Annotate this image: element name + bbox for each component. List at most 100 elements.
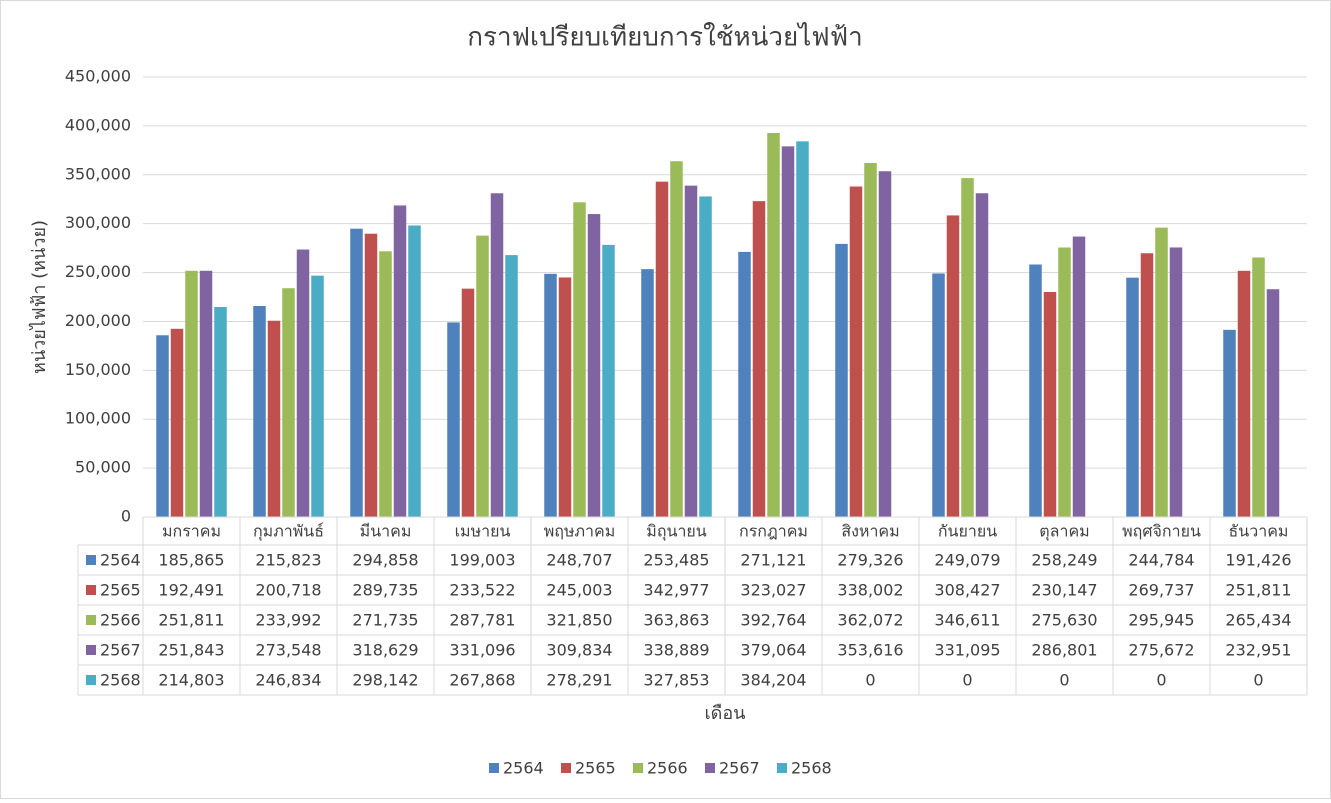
table-cell: 363,863 [643,611,709,630]
bar [752,201,766,518]
table-cell: 0 [1059,671,1069,690]
table-cell: 318,629 [352,641,418,660]
bar [684,185,698,518]
bar [1237,270,1251,517]
table-cell: 249,079 [934,551,1000,570]
bar [282,288,295,517]
table-cell: 233,992 [255,611,321,630]
bar [655,181,669,517]
legend-label: 2566 [647,759,688,778]
table-cell: 192,491 [158,581,224,600]
table-cell: 362,072 [837,611,903,630]
x-tick-label: กุมภาพันธ์ [253,522,324,542]
bar [311,275,324,517]
legend-key [705,763,715,773]
y-tick-label: 150,000 [65,360,131,379]
table-cell: 232,951 [1225,641,1291,660]
table-cell: 321,850 [546,611,612,630]
legend-key [489,763,499,773]
table-cell: 338,002 [837,581,903,600]
table-cell: 251,811 [158,611,224,630]
y-axis-title: หน่วยไฟฟ้า (หน่วย) [28,220,50,374]
x-tick-label: มีนาคม [360,522,412,541]
y-tick-label: 200,000 [65,311,131,330]
legend-key [86,585,96,595]
y-tick-label: 400,000 [65,115,131,134]
legend-key [633,763,643,773]
bar [296,249,310,518]
y-tick-label: 450,000 [65,67,131,86]
table-row-label: 2567 [100,641,141,660]
table-row-label: 2568 [100,671,141,690]
legend-label: 2565 [575,759,616,778]
table-cell: 295,945 [1128,611,1194,630]
table-cell: 248,707 [546,551,612,570]
x-tick-label: มกราคม [162,522,221,541]
bar [946,215,960,517]
bar [267,320,281,517]
table-cell: 323,027 [740,581,806,600]
bar [699,196,712,517]
table-cell: 327,853 [643,671,709,690]
x-tick-label: พฤศจิกายน [1122,522,1201,541]
bar [864,162,877,517]
table-cell: 251,843 [158,641,224,660]
bar [199,270,213,517]
table-cell: 308,427 [934,581,1000,600]
table-cell: 199,003 [449,551,515,570]
bar [558,277,572,517]
legend-key [86,555,96,565]
bar [253,305,266,517]
table-cell: 251,811 [1225,581,1291,600]
x-axis-title: เดือน [705,703,746,724]
y-tick-label: 300,000 [65,213,131,232]
table-cell: 244,784 [1128,551,1194,570]
x-tick-label: เมษายน [455,522,511,541]
bar [1029,264,1042,517]
table-cell: 0 [1253,671,1263,690]
table-cell: 215,823 [255,551,321,570]
table-cell: 185,865 [158,551,224,570]
bar [364,233,378,517]
bar [975,193,989,517]
x-tick-label: กรกฎาคม [739,522,808,541]
bar [379,251,392,517]
bar [796,141,809,517]
bar [587,214,601,517]
table-cell: 233,522 [449,581,515,600]
table-cell: 353,616 [837,641,903,660]
chart-title: กราฟเปรียบเทียบการใช้หน่วยไฟฟ้า [467,22,862,53]
table-row-label: 2565 [100,581,141,600]
table-row-label: 2566 [100,611,141,630]
bar [170,328,184,517]
legend-label: 2568 [791,759,832,778]
x-tick-label: พฤษภาคม [544,522,616,541]
bar [1058,247,1071,517]
table-cell: 278,291 [546,671,612,690]
table-cell: 309,834 [546,641,612,660]
bar [1223,329,1236,517]
bar [393,205,407,517]
table-cell: 191,426 [1225,551,1291,570]
table-cell: 269,737 [1128,581,1194,600]
bar [849,186,863,517]
legend-key [86,645,96,655]
table-cell: 0 [1156,671,1166,690]
bar [214,306,227,517]
bar [185,270,198,517]
legend-label: 2567 [719,759,760,778]
bar [1266,289,1280,517]
table-cell: 275,672 [1128,641,1194,660]
bar [447,322,460,517]
legend-label: 2564 [503,759,544,778]
table-cell: 271,735 [352,611,418,630]
table-cell: 0 [962,671,972,690]
bar [1252,257,1265,517]
y-tick-label: 0 [121,507,131,526]
x-tick-label: มิถุนายน [646,522,707,542]
x-tick-label: ธันวาคม [1229,522,1289,541]
bar [670,161,683,517]
table-cell: 258,249 [1031,551,1097,570]
table-cell: 230,147 [1031,581,1097,600]
